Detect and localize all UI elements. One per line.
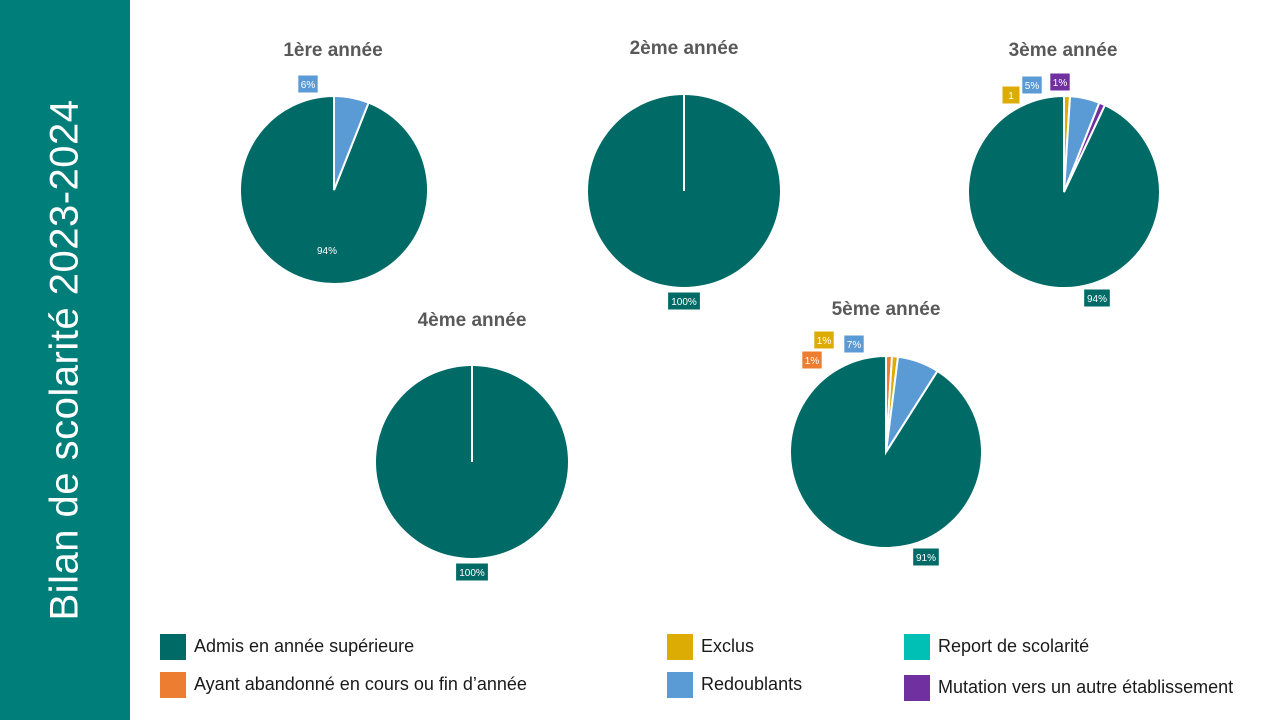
data-label: 5%: [1025, 81, 1040, 92]
legend-label: Ayant abandonné en cours ou fin d’année: [194, 674, 527, 694]
legend-swatch: [904, 634, 930, 660]
legend-label: Redoublants: [701, 674, 803, 694]
data-label-box: [1049, 72, 1071, 92]
pie-slice-mutation-vers-un-autre-etablissement: [1063, 101, 1107, 193]
pie-chart-3: 3ème année 94% 1 5% 1%: [967, 40, 1161, 308]
legend-swatch: [667, 672, 693, 698]
chart-title: 1ère année: [283, 40, 382, 61]
pie-chart-2: 2ème année 100%: [588, 38, 780, 311]
data-label-box: [1021, 75, 1043, 95]
pie-slice-redoublants: [333, 94, 370, 191]
chart-title: 3ème année: [1009, 40, 1118, 61]
data-label-box: [455, 562, 489, 582]
sidebar-panel: Bilan de scolarité 2023-2024: [0, 0, 130, 720]
data-label-box: [297, 74, 319, 94]
data-label: 1%: [1053, 78, 1068, 89]
data-label: 100%: [671, 297, 697, 308]
data-label-box: [1001, 85, 1021, 105]
legend-label: Mutation vers un autre établissement: [938, 677, 1234, 697]
pie-chart-4: 4ème année 100%: [376, 310, 568, 582]
data-label-box: [1083, 288, 1111, 308]
pie-chart-5: 5ème année 91% 1% 1% 7%: [789, 299, 983, 567]
data-label: 94%: [317, 246, 337, 257]
data-label: 7%: [847, 340, 862, 351]
legend-swatch: [160, 672, 186, 698]
data-label: 1%: [805, 356, 820, 367]
legend-label: Exclus: [701, 636, 755, 656]
data-label-box: [801, 350, 823, 370]
legend-swatch: [160, 634, 186, 660]
data-label-box: [843, 334, 865, 354]
chart-title: 4ème année: [418, 310, 527, 331]
legend-label: Report de scolarité: [938, 636, 1090, 656]
pie-slice-redoublants: [885, 355, 939, 453]
data-label: 94%: [1087, 294, 1107, 305]
data-label-box: [813, 330, 835, 350]
data-label: 100%: [459, 568, 485, 579]
legend-label: Admis en année supérieure: [194, 636, 415, 656]
chart-title: 5ème année: [832, 299, 941, 320]
legend-swatch: [904, 675, 930, 701]
data-label-box: [667, 291, 701, 311]
pie-chart-1: 1ère année 94% 6%: [239, 40, 429, 285]
data-label: 1%: [817, 336, 832, 347]
data-label-box: [912, 547, 940, 567]
data-label: 6%: [301, 80, 316, 91]
data-label: 91%: [916, 553, 936, 564]
chart-title: 2ème année: [630, 38, 739, 59]
legend-swatch: [667, 634, 693, 660]
data-label: 1: [1008, 91, 1014, 102]
